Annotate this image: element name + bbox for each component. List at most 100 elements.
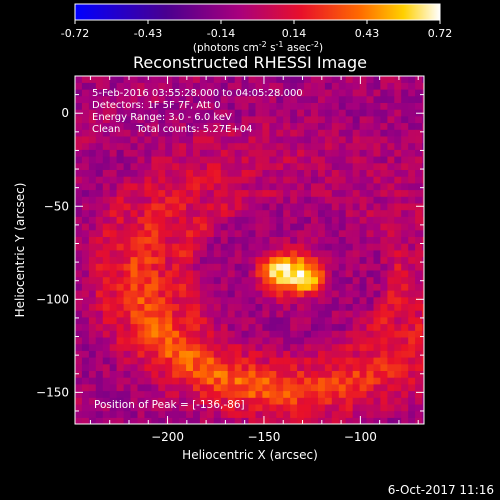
heatmap-cell [130,283,138,291]
heatmap-cell [193,410,201,418]
heatmap-cell [130,169,138,177]
heatmap-cell [373,129,381,137]
heatmap-cell [359,236,368,244]
heatmap-cell [158,330,166,338]
heatmap-cell [220,370,229,378]
heatmap-cell [373,236,381,244]
heatmap-cell [290,209,298,217]
heatmap-cell [345,135,354,144]
heatmap-cell [95,303,104,311]
heatmap-cell [331,290,340,298]
heatmap-cell [248,162,256,170]
heatmap-cell [179,196,187,204]
heatmap-cell [269,357,277,365]
heatmap-cell [95,109,104,117]
heatmap-cell [81,397,90,405]
heatmap-cell [234,290,243,298]
heatmap-cell [331,229,340,237]
heatmap-cell [401,135,409,144]
heatmap-cell [380,256,388,264]
heatmap-cell [415,95,423,103]
heatmap-cell [304,182,312,191]
heatmap-cell [75,176,83,184]
heatmap-cell [248,357,256,365]
heatmap-cell [352,142,361,150]
heatmap-cell [276,316,284,325]
heatmap-cell [338,202,347,211]
heatmap-cell [130,363,138,371]
heatmap-cell [81,223,90,231]
heatmap-cell [311,363,319,371]
heatmap-cell [283,323,291,331]
heatmap-cell [144,236,152,244]
heatmap-cell [130,377,138,385]
heatmap-cell [151,189,159,197]
heatmap-cell [366,236,374,244]
heatmap-cell [345,109,354,117]
heatmap-cell [144,343,152,351]
heatmap-cell [144,95,152,103]
heatmap-cell [186,276,194,284]
heatmap-cell [220,256,229,264]
heatmap-cell [172,363,180,371]
heatmap-cell [130,417,138,424]
heatmap-cell [234,216,243,224]
heatmap-cell [324,223,333,231]
heatmap-cell [158,276,166,284]
heatmap-cell [88,162,97,170]
heatmap-cell [415,336,423,345]
heatmap-cell [199,115,208,124]
heatmap-cell [165,129,173,137]
heatmap-cell [387,189,395,197]
heatmap-cell [248,102,256,110]
heatmap-cell [193,370,201,378]
heatmap-cell [186,182,194,191]
heatmap-cell [338,76,347,83]
heatmap-cell [102,243,111,251]
heatmap-cell [408,377,416,385]
heatmap-cell [241,182,250,191]
heatmap-cell [234,383,243,392]
heatmap-cell [290,316,298,325]
heatmap-cell [144,263,152,271]
heatmap-cell [220,149,229,157]
heatmap-cell [359,336,368,345]
info-energy-range: Energy Range: 3.0 - 6.0 keV [92,112,232,123]
heatmap-cell [269,249,277,258]
heatmap-cell [415,169,423,177]
heatmap-cell [130,397,138,405]
heatmap-cell [144,209,152,217]
heatmap-cell [248,330,256,338]
heatmap-cell [345,336,354,345]
heatmap-cell [130,76,138,83]
heatmap-cell [220,249,229,258]
heatmap-cell [137,303,145,311]
heatmap-cell [380,236,388,244]
heatmap-cell [373,330,381,338]
heatmap-cell [318,109,326,117]
heatmap-cell [324,249,333,258]
heatmap-cell [206,323,215,331]
heatmap-cell [102,196,111,204]
heatmap-cell [255,189,263,197]
heatmap-cell [199,263,208,271]
heatmap-cell [359,82,368,90]
heatmap-cell [324,363,333,371]
heatmap-cell [102,156,111,164]
heatmap-cell [324,243,333,251]
heatmap-cell [283,89,291,97]
heatmap-cell [324,390,333,398]
heatmap-cell [241,196,250,204]
footer-timestamp: 6-Oct-2017 11:16 [388,483,494,497]
heatmap-cell [269,236,277,244]
heatmap-cell [297,269,305,278]
heatmap-cell [255,383,263,392]
heatmap-cell [234,95,243,103]
heatmap-cell [352,249,361,258]
heatmap-cell [408,383,416,392]
heatmap-cell [109,196,118,204]
heatmap-cell [373,115,381,124]
heatmap-cell [137,310,145,318]
heatmap-cell [172,410,180,418]
heatmap-cell [241,316,250,325]
